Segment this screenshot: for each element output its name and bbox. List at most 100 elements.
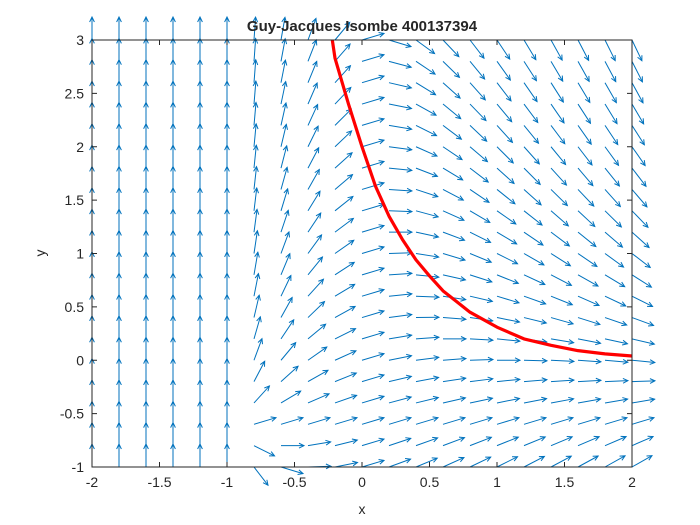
field-arrow [631, 167, 647, 188]
field-arrow [604, 253, 625, 268]
field-arrow [631, 338, 656, 346]
field-arrow [252, 122, 259, 147]
field-arrow [307, 346, 328, 361]
field-arrow [577, 189, 595, 207]
field-arrow [307, 323, 327, 340]
field-arrow [496, 82, 512, 102]
field-arrow [334, 261, 356, 276]
field-arrow [361, 138, 386, 148]
field-arrow [388, 167, 413, 173]
field-arrow [281, 442, 306, 449]
field-arrow [550, 39, 563, 62]
field-arrow [334, 372, 358, 383]
field-arrow [253, 360, 266, 382]
field-arrow [469, 39, 485, 60]
field-arrow [523, 436, 547, 447]
field-arrow [442, 396, 467, 404]
field-arrow [577, 455, 600, 468]
field-arrow [496, 61, 512, 81]
field-arrow [523, 231, 544, 246]
field-arrow [415, 188, 439, 198]
field-arrow [443, 336, 468, 342]
field-arrow [604, 82, 617, 104]
field-arrow [361, 160, 386, 169]
field-arrow [143, 15, 149, 40]
field-arrow [496, 125, 514, 144]
field-arrow [361, 394, 386, 404]
field-arrow [442, 146, 463, 161]
field-arrow [253, 186, 260, 211]
field-arrow [469, 146, 489, 163]
field-arrow [415, 355, 440, 361]
field-arrow [280, 390, 302, 404]
field-arrow [361, 53, 386, 62]
field-arrow [253, 445, 276, 457]
field-arrow [550, 317, 575, 326]
field-arrow [496, 376, 521, 383]
field-arrow [388, 146, 413, 152]
field-arrow [523, 295, 547, 305]
field-arrow [334, 86, 352, 105]
field-arrow [577, 103, 592, 125]
field-arrow [469, 210, 491, 224]
field-arrow [496, 189, 516, 205]
field-arrow [631, 274, 653, 288]
x-tick-label: 2 [628, 474, 636, 490]
field-arrow [550, 146, 567, 166]
field-arrow [523, 167, 541, 186]
field-arrow [253, 294, 261, 318]
field-arrow [253, 251, 260, 275]
field-arrow [280, 37, 288, 62]
field-arrow [442, 125, 463, 140]
field-arrow [415, 457, 439, 468]
field-arrow [496, 103, 513, 123]
field-arrow [307, 60, 318, 83]
field-arrow [415, 334, 441, 341]
field-arrow [442, 253, 467, 262]
x-tick-label: 1 [493, 474, 501, 490]
solution-curve-layer [330, 39, 633, 358]
field-arrow [577, 167, 594, 187]
field-arrow [388, 124, 413, 132]
field-arrow [631, 103, 645, 125]
field-arrow [253, 416, 278, 425]
field-arrow [496, 146, 515, 164]
field-arrow [388, 270, 414, 277]
field-arrow [550, 396, 575, 404]
field-arrow [442, 167, 464, 181]
y-tick-label: -1 [72, 459, 85, 475]
field-arrow [307, 278, 325, 297]
x-tick-label: 1.5 [555, 474, 575, 490]
field-arrow [334, 64, 352, 84]
field-arrow [280, 416, 305, 425]
field-arrow [604, 231, 624, 248]
field-arrow [253, 165, 259, 190]
field-arrow [361, 373, 386, 383]
chart-title: Guy-Jacques Isombe 400137394 [247, 18, 478, 35]
field-arrow [550, 455, 573, 468]
field-arrow [577, 317, 601, 326]
field-arrow [604, 210, 623, 228]
field-arrow [307, 256, 324, 276]
field-arrow [442, 60, 461, 79]
field-arrow [631, 317, 655, 327]
field-arrow [388, 103, 413, 111]
field-arrow [523, 416, 548, 425]
field-arrow [604, 338, 629, 346]
field-arrow [550, 82, 564, 104]
y-tick-label: 3 [76, 32, 84, 48]
field-arrow [577, 253, 598, 268]
field-arrow [523, 455, 546, 468]
field-arrow [631, 39, 643, 62]
field-arrow [252, 80, 259, 105]
field-arrow [469, 189, 490, 203]
field-arrow [469, 274, 493, 284]
field-arrow [523, 61, 538, 82]
field-arrow [307, 146, 320, 169]
field-arrow [469, 103, 487, 122]
field-arrow [415, 146, 439, 157]
field-arrow [496, 317, 521, 324]
field-arrow [442, 231, 466, 242]
field-arrow [253, 466, 269, 487]
field-arrow [415, 124, 438, 137]
